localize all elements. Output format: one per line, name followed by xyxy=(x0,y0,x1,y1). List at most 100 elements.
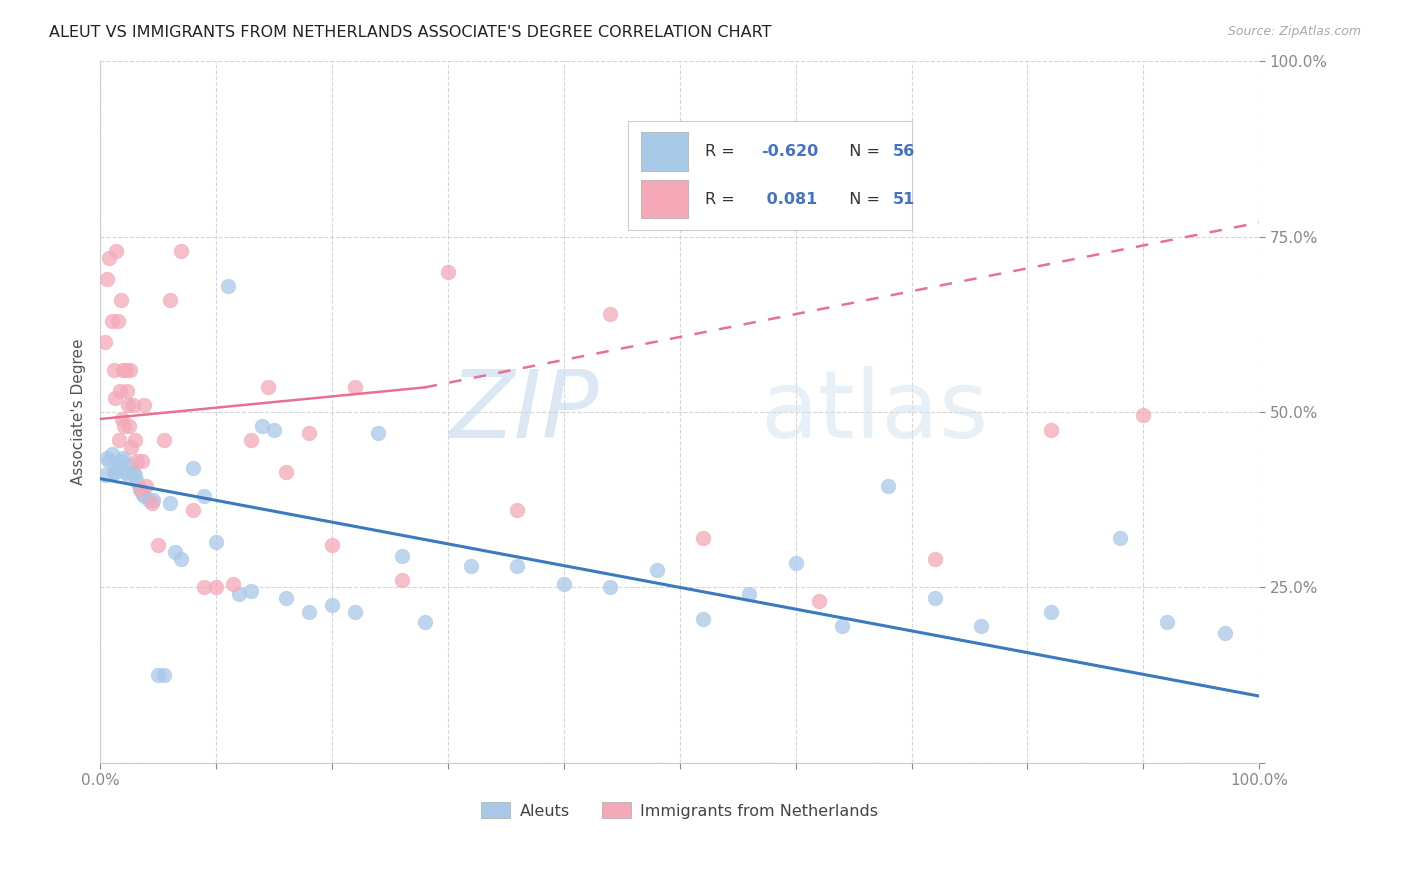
Text: 0.081: 0.081 xyxy=(761,192,817,207)
Point xyxy=(553,577,575,591)
Point xyxy=(105,465,128,479)
Point xyxy=(205,580,228,594)
Point xyxy=(105,244,128,258)
Point xyxy=(193,489,215,503)
Point xyxy=(120,440,142,454)
Point xyxy=(112,450,135,465)
Point xyxy=(181,461,204,475)
Point xyxy=(111,412,134,426)
Point xyxy=(391,549,413,563)
Point xyxy=(831,619,853,633)
Text: 51: 51 xyxy=(893,192,915,207)
Point xyxy=(692,612,714,626)
Point xyxy=(117,398,139,412)
Point xyxy=(391,574,413,588)
Point xyxy=(344,380,367,394)
Point xyxy=(124,433,146,447)
Point xyxy=(107,314,129,328)
Point xyxy=(785,556,807,570)
Point xyxy=(460,559,482,574)
Point xyxy=(114,465,136,479)
Point xyxy=(118,419,141,434)
Point xyxy=(159,293,181,307)
Point xyxy=(367,425,389,440)
Point xyxy=(344,605,367,619)
Point xyxy=(274,465,297,479)
Point xyxy=(135,478,157,492)
Point xyxy=(127,454,149,468)
Point xyxy=(96,271,118,285)
Point xyxy=(599,307,621,321)
Point xyxy=(413,615,436,630)
Point xyxy=(104,391,127,405)
Point xyxy=(103,363,125,377)
Point xyxy=(94,334,117,349)
Point xyxy=(924,591,946,605)
Point xyxy=(108,384,131,398)
Point xyxy=(134,398,156,412)
Point xyxy=(121,398,143,412)
Point xyxy=(1039,605,1062,619)
Point xyxy=(1109,531,1132,545)
Point xyxy=(205,534,228,549)
Point xyxy=(142,492,165,507)
Point xyxy=(1039,423,1062,437)
Point xyxy=(1156,615,1178,630)
Text: R =: R = xyxy=(706,144,740,159)
Point xyxy=(121,465,143,479)
Point xyxy=(193,580,215,594)
Point xyxy=(96,450,118,465)
Point xyxy=(321,598,343,612)
Point xyxy=(506,559,529,574)
Point xyxy=(239,433,262,447)
Point xyxy=(128,482,150,496)
Point xyxy=(239,583,262,598)
Point xyxy=(117,468,139,483)
Point xyxy=(134,489,156,503)
Text: N =: N = xyxy=(838,144,884,159)
Point xyxy=(94,468,117,483)
Point xyxy=(100,447,122,461)
Point xyxy=(924,552,946,566)
Point xyxy=(131,454,153,468)
Point xyxy=(120,458,142,472)
Point xyxy=(107,461,129,475)
Point xyxy=(298,425,321,440)
Point xyxy=(153,668,176,682)
Point xyxy=(107,433,129,447)
Legend: Aleuts, Immigrants from Netherlands: Aleuts, Immigrants from Netherlands xyxy=(475,796,884,825)
Point xyxy=(153,433,176,447)
Point xyxy=(877,478,900,492)
Point xyxy=(1213,626,1236,640)
Point xyxy=(807,594,830,608)
Point xyxy=(228,587,250,601)
Point xyxy=(222,577,245,591)
Point xyxy=(298,605,321,619)
Point xyxy=(217,278,239,293)
Point xyxy=(114,363,136,377)
Point xyxy=(110,454,132,468)
Point xyxy=(437,265,460,279)
FancyBboxPatch shape xyxy=(641,132,688,170)
Point xyxy=(112,363,135,377)
Point xyxy=(103,465,125,479)
Point xyxy=(170,244,193,258)
Point xyxy=(252,419,274,434)
Point xyxy=(970,619,993,633)
Point xyxy=(599,580,621,594)
Point xyxy=(115,384,138,398)
Text: Source: ZipAtlas.com: Source: ZipAtlas.com xyxy=(1227,25,1361,38)
Text: 56: 56 xyxy=(893,144,915,159)
Point xyxy=(127,475,149,489)
Point xyxy=(170,552,193,566)
Point xyxy=(131,485,153,500)
Point xyxy=(146,538,169,552)
Text: R =: R = xyxy=(706,192,740,207)
Point xyxy=(692,531,714,545)
Point xyxy=(645,563,668,577)
Point xyxy=(138,492,160,507)
Point xyxy=(98,454,121,468)
Point xyxy=(114,419,136,434)
Text: atlas: atlas xyxy=(761,366,988,458)
Text: -0.620: -0.620 xyxy=(761,144,818,159)
